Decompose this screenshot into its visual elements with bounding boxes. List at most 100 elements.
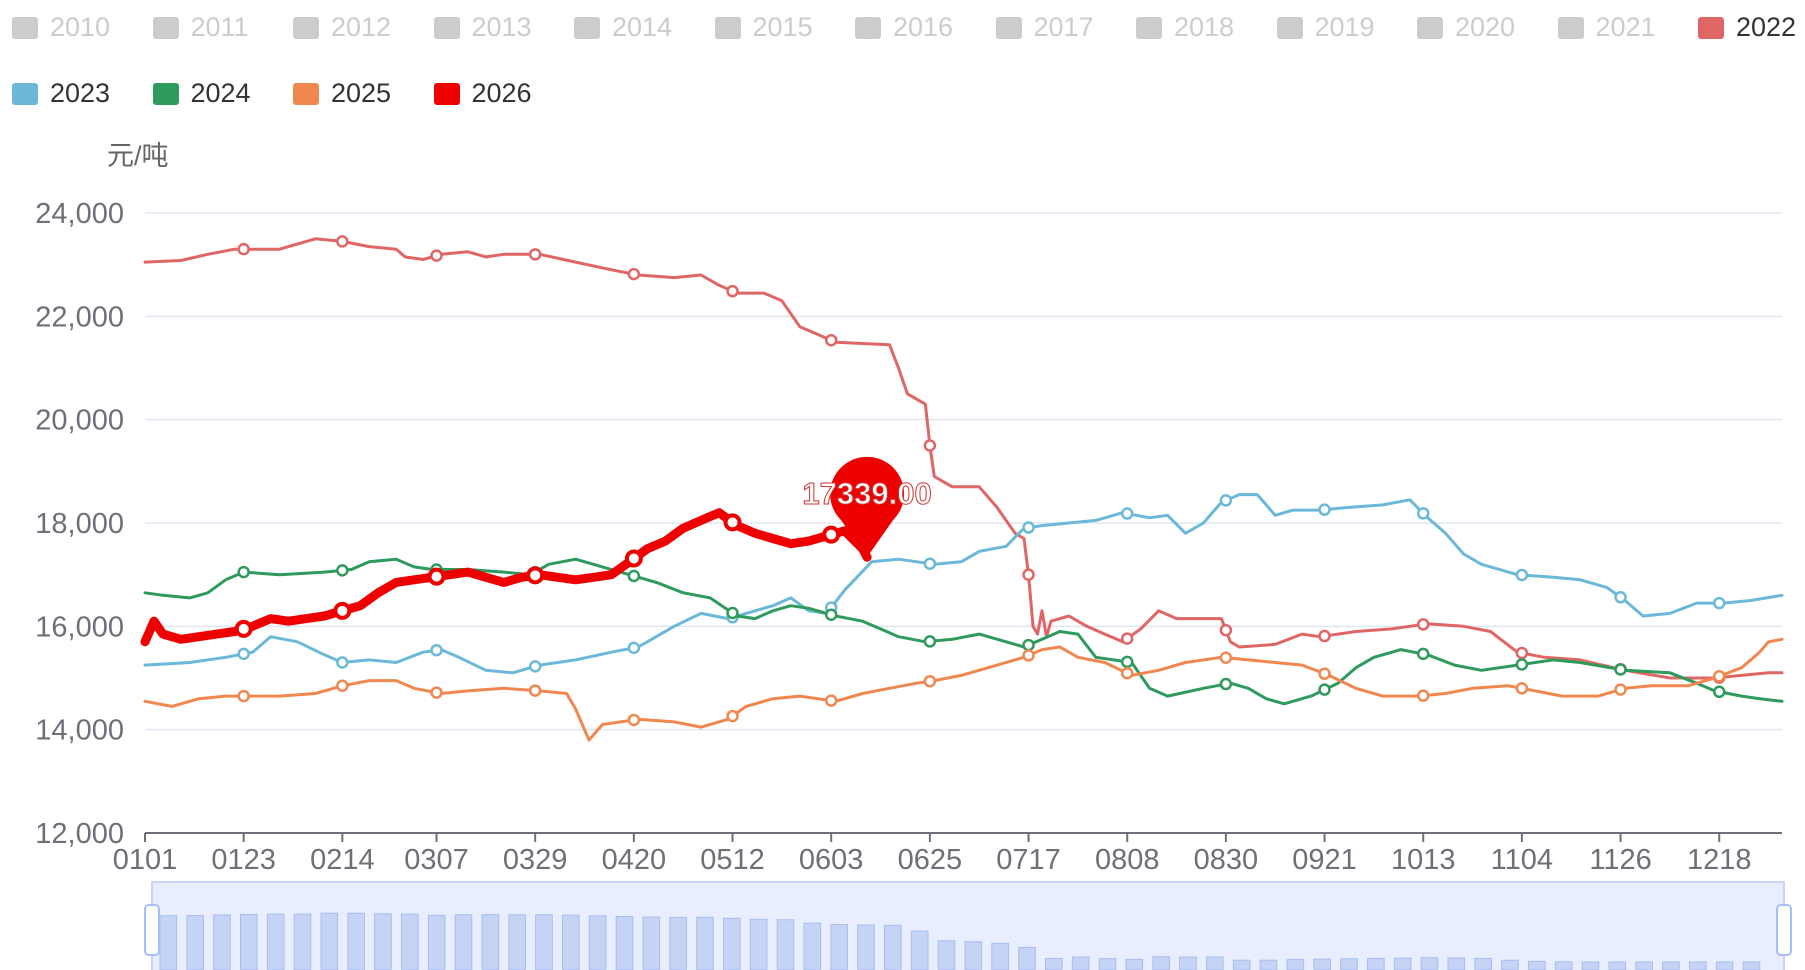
data-zoom-handle-right[interactable] [1776,904,1792,956]
data-point [1219,623,1233,637]
data-point [333,601,352,620]
data-zoom-preview-bar [1206,956,1224,970]
data-zoom-preview-bar [266,913,285,970]
legend-item-2011[interactable]: 2011 [152,12,249,43]
data-zoom-preview-bar [1689,961,1707,970]
y-tick-label: 16,000 [35,611,124,643]
data-zoom-preview-bar [857,924,875,970]
legend-item-2013[interactable]: 2013 [433,12,532,43]
data-point [824,608,838,621]
legend-item-2024[interactable]: 2024 [152,78,251,109]
legend-swatch [293,82,319,105]
x-tick-label: 0214 [310,844,375,876]
data-point [336,656,349,669]
data-zoom-preview-bar [1581,961,1600,970]
legend-item-2018[interactable]: 2018 [1136,12,1234,43]
data-zoom-preview-bar [642,916,661,970]
data-point [427,567,446,586]
legend-item-2021[interactable]: 2021 [1557,12,1656,43]
y-tick-label: 18,000 [35,508,124,540]
data-point [1219,651,1233,665]
x-tick-label: 1218 [1687,844,1752,876]
data-point [336,235,349,248]
data-zoom-preview-bar [1018,946,1036,970]
legend-item-2010[interactable]: 2010 [12,12,110,43]
legend-label: 2022 [1736,12,1797,42]
data-point [624,549,643,568]
data-point [1614,591,1627,604]
data-point [1712,685,1726,699]
data-zoom-preview-bar [1179,956,1197,970]
data-zoom-preview-bar [830,924,848,970]
data-zoom-preview-bar [535,914,553,970]
legend-label: 2024 [190,78,251,108]
data-zoom-preview-bar [937,940,956,970]
data-point [824,694,838,707]
data-point [822,525,841,544]
legend-label: 2013 [471,12,532,42]
y-tick-label: 24,000 [35,198,124,230]
data-point [234,619,253,638]
data-point [923,439,937,452]
data-point [1219,494,1233,507]
data-point [1515,646,1529,660]
data-zoom-preview-bar [964,941,983,970]
x-tick-label: 0307 [404,844,469,876]
legend-item-2025[interactable]: 2025 [293,78,391,109]
data-zoom-preview-bar [1635,961,1653,970]
legend-item-2012[interactable]: 2012 [293,12,391,43]
data-zoom-preview-bar [803,922,822,970]
data-zoom-preview-bar [991,942,1009,970]
legend-swatch [12,16,38,39]
data-zoom-handle-left[interactable] [144,904,160,956]
data-point [1416,618,1430,631]
data-point [923,635,937,648]
data-zoom-preview-bar [1501,959,1519,970]
legend-item-2016[interactable]: 2016 [855,12,953,43]
data-point [1022,649,1035,662]
data-point [1614,683,1627,696]
data-point [627,267,641,281]
legend-item-2023[interactable]: 2023 [12,78,110,109]
data-point [336,564,349,577]
data-point [1416,689,1430,702]
data-zoom-preview-bar [240,913,258,970]
legend-label: 2010 [50,12,111,42]
data-point [528,684,542,697]
data-point [1614,663,1627,676]
legend-label: 2021 [1595,12,1656,42]
legend-label: 2019 [1314,12,1375,42]
data-zoom-preview-bar [508,914,526,970]
data-zoom-preview-bar [1152,956,1170,970]
data-zoom-preview-bar [1071,956,1090,970]
legend-item-2026[interactable]: 2026 [433,78,532,109]
data-point [824,333,838,347]
legend-swatch [12,82,38,105]
legend-swatch [293,16,319,39]
data-point [237,565,250,579]
data-point [1515,658,1529,671]
series-2025 [143,637,1784,742]
pin-value-label: 17339.00 [802,476,931,511]
data-zoom-preview-bar [749,918,768,970]
series-line-2022 [143,237,1784,680]
data-zoom-preview-bar [1528,960,1546,970]
legend-swatch [152,82,179,105]
legend-item-2020[interactable]: 2020 [1417,12,1515,43]
data-point [726,709,739,723]
data-point [726,606,739,620]
data-zoom-preview-bar [910,930,929,970]
legend-item-2017[interactable]: 2017 [995,12,1094,43]
legend-item-2015[interactable]: 2015 [714,12,813,43]
legend-label: 2026 [471,78,532,108]
data-point [237,647,250,661]
data-zoom-preview-bar [615,916,634,970]
legend-item-2022[interactable]: 2022 [1698,12,1796,43]
legend-item-2014[interactable]: 2014 [574,12,672,43]
legend-item-2019[interactable]: 2019 [1276,12,1375,43]
data-point [526,566,545,585]
legend-swatch [1136,16,1162,39]
legend-label: 2012 [331,12,392,42]
data-point [1416,647,1430,661]
